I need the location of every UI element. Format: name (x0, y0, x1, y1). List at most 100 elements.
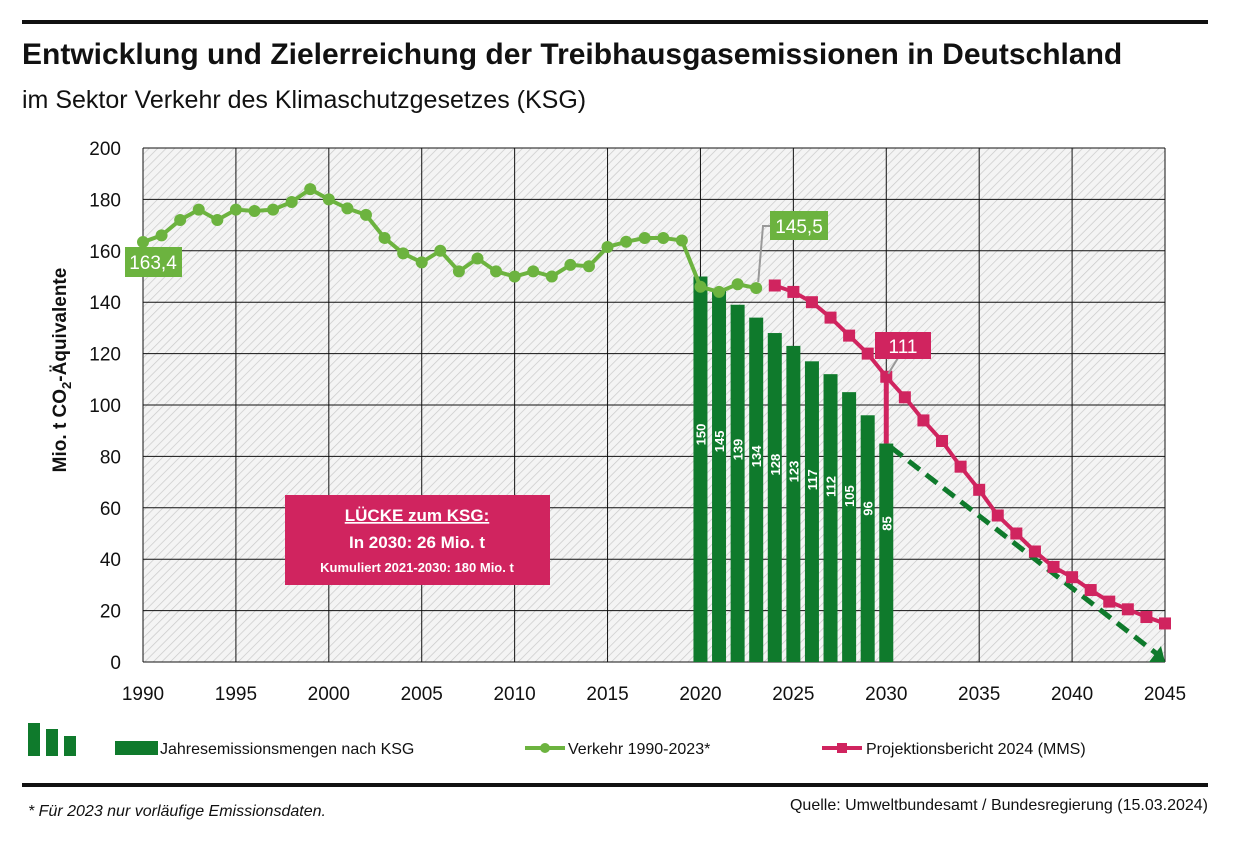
projection-point (917, 414, 930, 427)
projection-point (1121, 603, 1134, 616)
projection-point (824, 311, 837, 324)
history-point (675, 234, 688, 247)
projection-point (880, 370, 893, 383)
bar-label: 117 (805, 469, 820, 490)
history-point (211, 213, 224, 226)
projection-point (787, 285, 800, 298)
legend-bars-label: Jahresemissionsmengen nach KSG (160, 741, 414, 758)
history-point (638, 231, 651, 244)
history-point (620, 235, 633, 248)
legend-projection-marker (837, 743, 847, 753)
x-tick-label: 2020 (679, 684, 721, 705)
history-point (359, 208, 372, 221)
y-tick-label: 20 (100, 602, 121, 623)
history-point (564, 258, 577, 271)
leader-2023 (757, 225, 770, 283)
x-tick-label: 1995 (215, 684, 257, 705)
gap-cumulative: Kumuliert 2021-2030: 180 Mio. t (320, 560, 514, 575)
chart-subtitle: im Sektor Verkehr des Klimaschutzgesetze… (22, 86, 586, 114)
y-tick-label: 80 (100, 447, 121, 468)
bar-label: 145 (712, 430, 727, 452)
projection-point (1084, 584, 1097, 597)
y-tick-label: 180 (89, 190, 121, 211)
projection-point (954, 460, 967, 473)
legend: Jahresemissionsmengen nach KSG Verkehr 1… (28, 723, 1086, 758)
history-point (527, 265, 540, 278)
x-tick-label: 1990 (122, 684, 164, 705)
projection-point (1066, 571, 1079, 584)
bar (879, 443, 894, 662)
footnote: * Für 2023 nur vorläufige Emissionsdaten… (28, 803, 326, 820)
x-tick-label: 2005 (401, 684, 443, 705)
label-2030: 111 (889, 337, 918, 358)
label-box-1990 (125, 247, 182, 277)
history-point (582, 260, 595, 273)
x-tick-label: 2040 (1051, 684, 1093, 705)
line-series (137, 183, 1171, 662)
x-tick-label: 2010 (493, 684, 535, 705)
x-tick-label: 2035 (958, 684, 1000, 705)
history-point (174, 213, 187, 226)
y-tick-label: 140 (89, 293, 121, 314)
chart-title: Entwicklung und Zielerreichung der Treib… (22, 38, 1122, 71)
x-tick-label: 2000 (308, 684, 350, 705)
history-point (415, 256, 428, 269)
history-point (434, 244, 447, 257)
bar (730, 304, 745, 662)
history-point (137, 236, 149, 249)
y-tick-label: 60 (100, 499, 121, 520)
label-2023: 145,5 (775, 217, 823, 238)
legend-bars-icon (28, 723, 76, 756)
history-point (397, 247, 410, 260)
x-tick-label: 2030 (865, 684, 907, 705)
projection-point (991, 509, 1004, 522)
bar (767, 333, 782, 662)
projection-point (805, 296, 818, 309)
source: Quelle: Umweltbundesamt / Bundesregierun… (790, 797, 1208, 814)
y-axis-label: Mio. t CO2-Äquivalente (50, 268, 74, 473)
history-point (304, 183, 317, 196)
bar-label: 123 (786, 461, 801, 483)
bar (786, 345, 801, 662)
y-tick-label: 120 (89, 345, 121, 366)
history-point (322, 193, 335, 206)
legend-history-marker (540, 743, 550, 753)
history-line (142, 186, 757, 295)
history-point (508, 270, 521, 283)
projection-point (843, 329, 856, 342)
bar (823, 374, 838, 662)
bar (749, 317, 764, 662)
legend-bars-swatch (115, 741, 158, 755)
legend-projection-label: Projektionsbericht 2024 (MMS) (866, 741, 1086, 758)
bar-label: 139 (731, 439, 746, 461)
projection-point (861, 347, 874, 360)
bar-label: 112 (824, 476, 839, 497)
history-point (750, 282, 763, 295)
history-point (657, 231, 670, 244)
history-point (267, 203, 280, 216)
bar-label: 85 (879, 516, 894, 530)
projection-line (774, 283, 1166, 626)
gap-box: LÜCKE zum KSG: In 2030: 26 Mio. t Kumuli… (285, 495, 550, 585)
projection-point (973, 483, 986, 496)
history-point (155, 229, 168, 242)
history-point (601, 240, 614, 253)
y-tick-label: 40 (100, 550, 121, 571)
history-point (694, 280, 707, 293)
x-tick-labels: 1990 1995 2000 2005 2010 2015 2020 2025 2030 2035… (122, 684, 1186, 705)
history-point (713, 285, 726, 298)
leader-2030 (887, 357, 899, 375)
bar (860, 415, 875, 662)
bar (842, 392, 857, 662)
history-point (285, 195, 298, 208)
bar-label: 105 (842, 485, 857, 507)
projection-point (898, 391, 911, 404)
history-point (192, 203, 205, 216)
history-point (490, 265, 503, 278)
history-point (452, 265, 465, 278)
target-dashed-line (889, 445, 1159, 656)
bar (804, 361, 819, 662)
history-point (545, 270, 558, 283)
